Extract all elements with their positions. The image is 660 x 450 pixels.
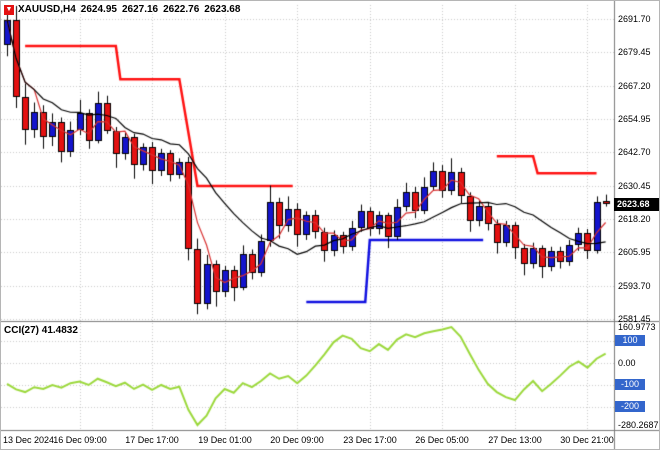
- cci-level-badge: 100: [615, 335, 645, 346]
- price-tick-label: 2642.70: [618, 147, 651, 157]
- price-tick-label: 2605.95: [618, 247, 651, 257]
- ohlc-close-value: 2623.68: [204, 4, 241, 15]
- price-tick-label: 2691.70: [618, 14, 651, 24]
- cci-level-badge: -200: [615, 401, 645, 412]
- price-tick-label: 2581.45: [618, 314, 651, 324]
- price-tick-label: 2679.45: [618, 47, 651, 57]
- price-tick-label: 2654.95: [618, 114, 651, 124]
- time-tick-label: 17 Dec 17:00: [125, 435, 179, 445]
- cci-max-label: 160.9773: [618, 322, 656, 332]
- time-tick-label: 19 Dec 01:00: [198, 435, 252, 445]
- symbol-period-label: XAUUSD,H4: [18, 4, 76, 15]
- price-tick-label: 2618.20: [618, 214, 651, 224]
- ohlc-high-value: 2627.16: [121, 4, 159, 15]
- cci-zero-label: 0.00: [618, 358, 636, 368]
- time-tick-label: 16 Dec 09:00: [53, 435, 107, 445]
- cci-level-badge: -100: [615, 379, 645, 390]
- ohlc-low-value: 2622.76: [163, 4, 200, 15]
- price-tick-label: 2667.20: [618, 81, 651, 91]
- current-price-badge: 2623.68: [614, 198, 659, 211]
- chart-header: ▼ XAUUSD,H4 2624.95 2627.16 2622.76 2623…: [4, 4, 240, 15]
- cci-min-label: -280.2687: [618, 420, 659, 430]
- time-tick-label: 13 Dec 2024: [3, 435, 55, 445]
- time-tick-label: 26 Dec 05:00: [415, 435, 469, 445]
- time-tick-label: 27 Dec 13:00: [488, 435, 542, 445]
- time-tick-label: 30 Dec 21:00: [560, 435, 614, 445]
- ohlc-open-value: 2624.95: [80, 4, 117, 15]
- time-tick-label: 23 Dec 17:00: [343, 435, 397, 445]
- price-tick-label: 2630.45: [618, 181, 651, 191]
- price-tick-label: 2593.70: [618, 281, 651, 291]
- cci-indicator-label: CCI(27) 41.4832: [4, 325, 78, 336]
- time-tick-label: 20 Dec 09:00: [270, 435, 324, 445]
- chart-marker-icon: ▼: [4, 4, 14, 15]
